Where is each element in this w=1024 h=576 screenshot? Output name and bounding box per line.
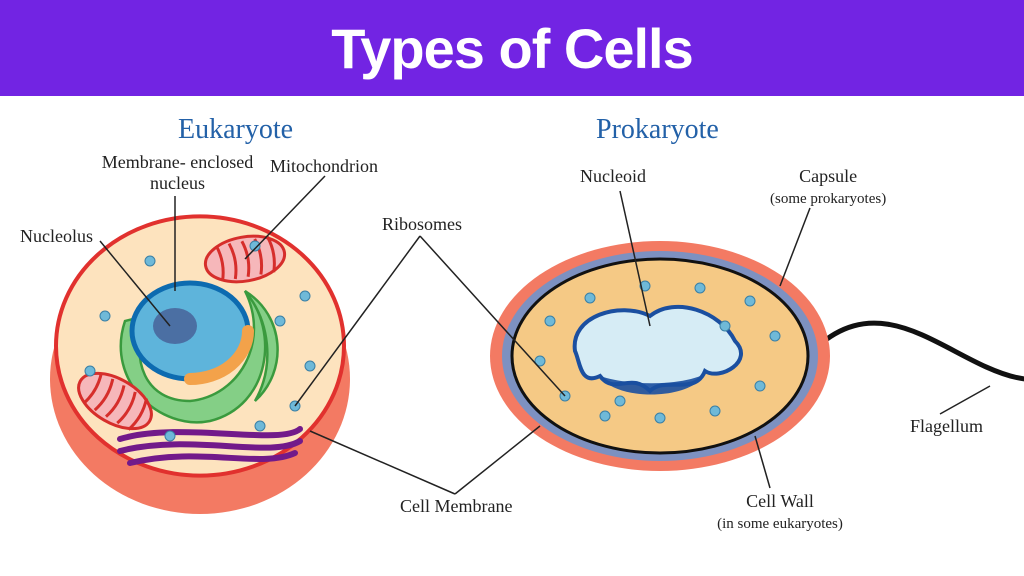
diagram-area: Eukaryote Prokaryote Membrane- enclosed … [0, 96, 1024, 576]
cellwall-sub: (in some eukaryotes) [717, 516, 843, 532]
label-ribosomes: Ribosomes [382, 214, 462, 235]
page-title: Types of Cells [331, 16, 693, 81]
header-bar: Types of Cells [0, 0, 1024, 96]
label-nucleoid: Nucleoid [580, 166, 646, 187]
label-cell-membrane: Cell Membrane [400, 496, 512, 517]
capsule-sub: (some prokaryotes) [770, 191, 886, 207]
label-mitochondrion: Mitochondrion [270, 156, 378, 177]
prokaryote-title: Prokaryote [596, 114, 719, 146]
label-membrane-nucleus: Membrane- enclosed nucleus [95, 152, 260, 193]
eukaryote-title: Eukaryote [178, 114, 293, 146]
label-capsule: Capsule (some prokaryotes) [770, 166, 886, 208]
capsule-text: Capsule [799, 166, 857, 186]
cellwall-text: Cell Wall [746, 491, 814, 511]
label-flagellum: Flagellum [910, 416, 983, 437]
label-cell-wall: Cell Wall (in some eukaryotes) [680, 491, 880, 533]
label-nucleolus: Nucleolus [20, 226, 93, 247]
